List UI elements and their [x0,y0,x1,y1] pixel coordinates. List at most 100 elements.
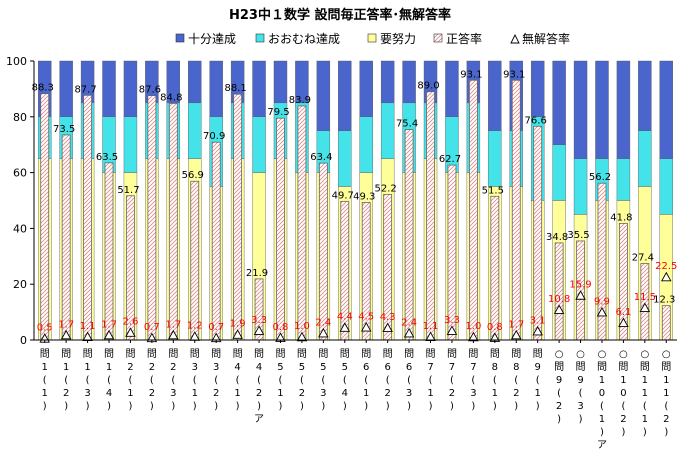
correct-rate-label: 51.5 [482,185,504,196]
x-tick-label-char: 8 [492,362,498,373]
no-answer-label: 2.4 [315,317,331,328]
correct-rate-label: 56.2 [589,172,611,183]
x-tick-label-char: 2 [63,388,69,399]
x-tick-label-char: 問 [533,348,543,360]
x-tick-label-char: ○ [576,349,585,360]
no-answer-marker [339,322,351,332]
x-tick-label: 問 2 (2) [147,348,157,412]
no-answer-label: 6.1 [615,307,631,318]
x-tick-label: ○問 9 (2) [554,349,564,425]
x-tick-label-char: 問 [511,348,521,360]
x-tick-label-char: ○ [640,349,649,360]
no-answer-marker [60,329,72,340]
bar-mostly [573,158,588,215]
x-tick-label-char: ) [643,427,647,438]
bar-mostly [659,158,673,215]
no-answer-label: 3.3 [444,315,460,326]
x-tick-label-char: 問 [468,348,478,360]
x-tick-label-char: 問 [318,348,328,360]
x-tick-label-char: ) [664,427,668,438]
x-tick-label-char: 問 [383,348,393,360]
bar-sufficient [102,60,116,117]
correct-rate-label: 63.4 [310,152,332,163]
x-tick-label: 問 2 (1) [125,348,135,412]
x-tick-label-char: 3 [577,401,583,412]
x-tick-label-char: 問 [597,361,607,373]
legend-swatch-no-answer [510,33,520,44]
x-tick-label-char: 4 [342,388,348,399]
x-tick-label-char: 0 [620,388,626,399]
x-tick-label-char: ( [321,375,325,386]
x-tick-label-char: ) [107,401,111,412]
correct-rate-label: 63.5 [96,152,118,163]
x-tick-label: 問 8 (2) [511,348,521,412]
no-answer-label: 1.1 [423,321,439,332]
x-tick-label-char: 問 [661,361,671,373]
plot-area: 88.3 0.5 73.5 1.7 87.7 1.1 63.5 1.7 51.7 2.6 87.6 0… [32,60,677,343]
correct-rate-label: 93.1 [460,69,482,80]
y-tick-label: 40 [13,222,27,235]
x-tick-label-char: ( [171,375,175,386]
x-tick-label-char: ) [214,401,218,412]
x-tick-label-char: 問 [275,348,285,360]
x-tick-label: ○問 1 1 (1) [640,349,650,438]
legend-label: 無解答率 [522,31,570,46]
x-tick-label: 問 9 (1) [533,348,543,412]
x-tick-label-char: 3 [192,362,198,373]
correct-rate-label: 21.9 [246,268,268,279]
correct-rate-bar [597,182,607,341]
correct-rate-bar [297,105,307,341]
x-tick-label-char: ) [579,414,583,425]
no-answer-marker [232,329,243,339]
x-tick-label: 問 5 (1) [275,348,285,412]
x-tick-label-char: 問 [233,348,243,360]
correct-rate-label: 76.6 [525,115,547,126]
no-answer-marker [125,327,136,337]
no-answer-marker [168,329,179,340]
x-tick-label-char: ) [364,401,368,412]
x-tick-label-char: ) [321,401,325,412]
x-tick-label-char: 6 [406,362,412,373]
bar-mostly [338,130,352,187]
correct-rate-bar [40,93,50,341]
x-tick-label-char: 1 [234,388,240,399]
bar-mostly [359,116,373,173]
x-tick-label-char: ) [407,401,411,412]
no-answer-label: 0.7 [208,322,224,333]
no-answer-label: 9.9 [594,296,610,307]
x-tick-label-char: 1 [642,414,648,425]
no-answer-marker [403,327,415,338]
correct-rate-bar [211,141,221,341]
x-tick-label-char: ( [86,375,90,386]
bar-mostly [616,158,631,201]
x-tick-label-char: ) [43,401,47,412]
bar-sufficient [188,60,202,104]
bar-sufficient [359,60,373,117]
x-tick-label-char: 2 [556,401,562,412]
x-tick-label-char: 問 [211,348,221,360]
x-tick-label-char: ( [407,375,411,386]
y-axis: 0 20 40 60 80 100 [6,55,35,347]
correct-rate-label: 87.6 [139,85,161,96]
bar-sufficient [659,60,673,159]
x-tick-label-char: ( [579,388,583,399]
x-tick-label-char: 5 [342,362,348,373]
x-tick-label-char: 1 [620,375,626,386]
x-tick-label-char: 1 [427,388,433,399]
bar-sufficient [573,60,588,159]
bar-sufficient [595,60,609,159]
x-tick-label-char: 7 [470,362,476,373]
bar-sufficient [638,60,652,131]
correct-rate-bar [533,125,543,341]
x-tick-label: ○問 1 0 (2) [618,349,628,438]
no-answer-marker [639,302,651,312]
no-answer-label: 4.4 [337,312,353,323]
x-tick-label: 問 1 (1) [40,348,50,412]
x-tick-label-char: ( [386,375,390,386]
x-tick-label-char: 2 [170,362,176,373]
x-tick-label-char: ( [493,375,497,386]
no-answer-marker [553,304,565,314]
x-tick-label: 問 3 (1) [190,348,200,412]
x-tick-label-char: 問 [576,361,586,373]
x-tick-label: 問 5 (4) [340,348,350,412]
